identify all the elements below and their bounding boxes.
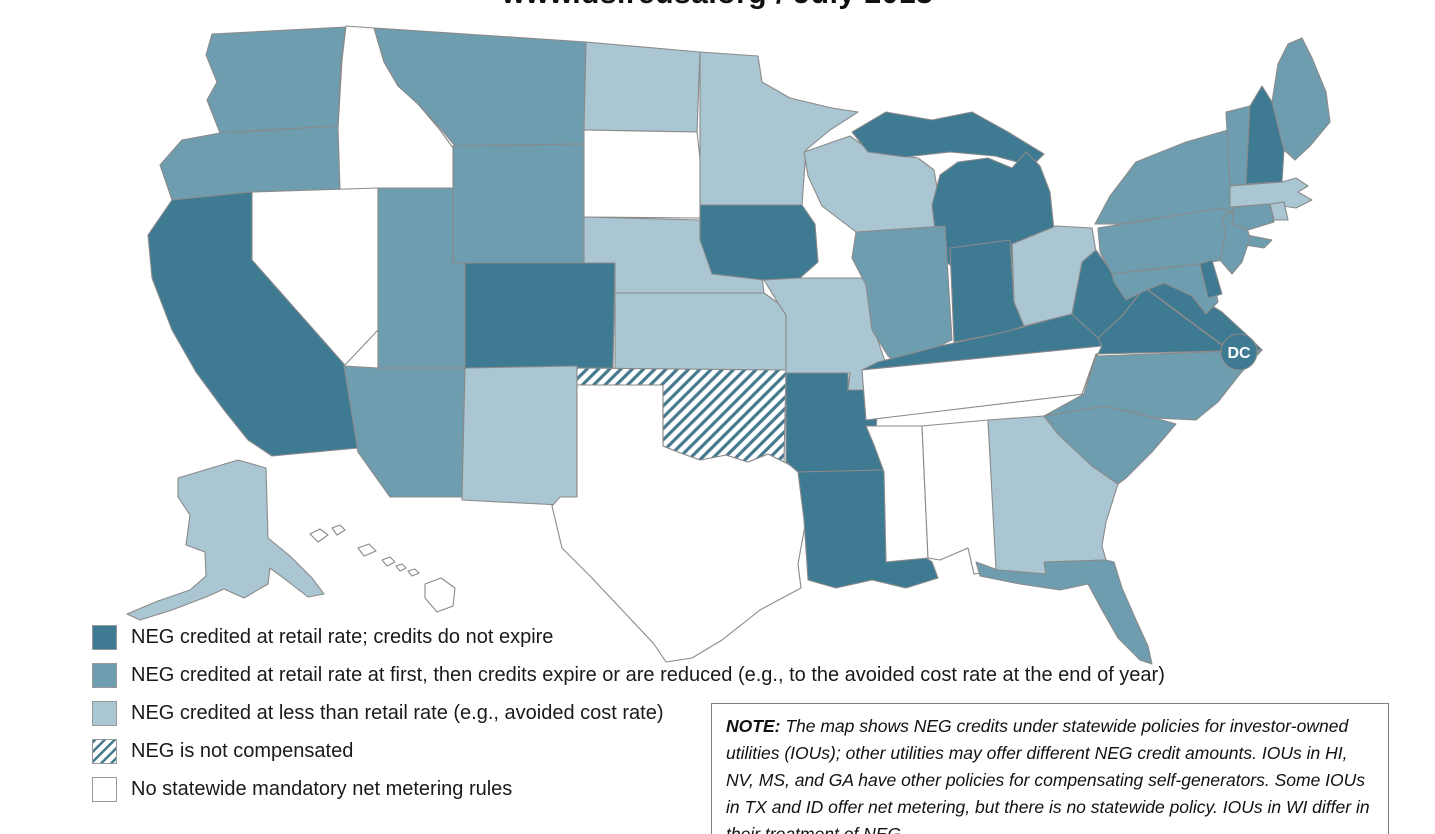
state-wyoming [452,143,585,264]
state-florida [975,559,1153,665]
dc-callout-line [1147,289,1223,346]
legend-label: No statewide mandatory net metering rule… [131,777,513,800]
state-colorado [464,262,616,369]
state-hawaii-island-5 [395,563,407,572]
note-box: NOTE: The map shows NEG credits under st… [711,703,1389,834]
state-maine [1271,37,1331,161]
state-new-mexico [461,365,578,506]
legend-swatch-retail-no-expire [92,624,117,650]
state-alabama [921,419,1001,575]
note-prefix: NOTE: [726,716,781,736]
legend-item: NEG credited at retail rate at first, th… [92,662,1165,688]
state-kansas [614,292,787,371]
state-california [147,191,359,457]
state-utah [377,187,466,369]
state-oregon [159,125,341,201]
legend-item: NEG is not compensated [92,738,1165,764]
state-alaska [126,459,325,621]
legend-item: No statewide mandatory net metering rule… [92,776,1165,802]
legend-label: NEG credited at less than retail rate (e… [131,701,664,724]
state-connecticut [1231,203,1275,231]
state-hawaii-island-2 [331,524,346,536]
state-oklahoma [576,367,787,463]
page-title: www.dsireusa.org / July 2013 [0,0,1435,11]
state-delaware [1199,259,1223,299]
state-south-dakota [583,129,703,219]
state-michigan-upper [851,111,1045,167]
note-paragraph: NOTE: The map shows NEG credits under st… [726,716,1370,834]
legend-swatch-not-compensated [92,738,117,764]
legend-item: NEG credited at less than retail rate (e… [92,700,1165,726]
state-iowa [699,204,819,281]
state-hawaii-big-island [424,577,456,613]
legend-label: NEG credited at retail rate at first, th… [131,663,1165,686]
state-north-dakota [583,41,701,133]
legend-label: NEG is not compensated [131,739,354,762]
state-hawaii-island-4 [381,556,396,567]
legend-label: NEG credited at retail rate; credits do … [131,625,554,648]
legend-swatch-retail-then-reduced [92,662,117,688]
state-hawaii-island-3 [357,543,377,557]
map-legend: NEG credited at retail rate; credits do … [92,624,1165,814]
state-arizona [343,365,466,498]
legend-item: NEG credited at retail rate; credits do … [92,624,1165,650]
dc-callout-label: DC [1227,345,1251,362]
dc-callout-circle [1220,333,1258,371]
legend-swatch-less-than-retail [92,700,117,726]
note-body: The map shows NEG credits under statewid… [726,716,1370,834]
state-washington [205,26,347,134]
state-hawaii-island-1 [309,528,329,543]
state-hawaii-island-6 [407,568,420,577]
legend-swatch-no-rules [92,776,117,802]
